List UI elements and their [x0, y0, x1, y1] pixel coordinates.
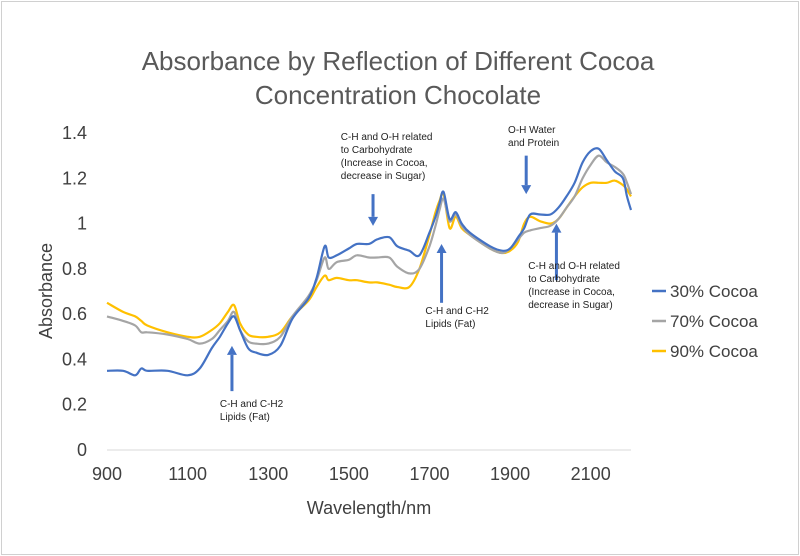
annotation-text: C-H and C-H2 [220, 399, 284, 410]
y-tick-label: 1.4 [62, 123, 87, 143]
x-tick-label: 1100 [168, 464, 207, 484]
series-lines [106, 147, 633, 377]
annotation-text: decrease in Sugar) [528, 300, 613, 311]
annotation-text: to Carbohydrate [528, 274, 600, 285]
x-tick-label: 1300 [248, 464, 288, 484]
y-tick-label: 0.6 [62, 304, 87, 324]
annotation-text: C-H and C-H2 [425, 306, 489, 317]
legend-label-0: 30% Cocoa [670, 282, 758, 301]
x-tick-label: 1500 [329, 464, 369, 484]
annotation-text: (Increase in Cocoa, [341, 158, 428, 169]
y-tick-label: 1.2 [62, 168, 87, 188]
series-line-2 [106, 179, 632, 339]
x-tick-label: 2100 [571, 464, 611, 484]
annotation-text: C-H and O-H related [528, 261, 620, 272]
annotation-text: Lipids (Fat) [220, 412, 270, 423]
legend: 30% Cocoa 70% Cocoa 90% Cocoa [652, 282, 758, 361]
annotation-text: C-H and O-H related [341, 132, 433, 143]
y-tick-label: 0 [77, 440, 87, 460]
legend-label-2: 90% Cocoa [670, 342, 758, 361]
annotation-text: to Carbohydrate [341, 145, 413, 156]
chart-title-line-1: Absorbance by Reflection of Different Co… [142, 46, 655, 76]
annotation-arrowhead-3 [521, 185, 532, 195]
annotation-text: (Increase in Cocoa, [528, 287, 615, 298]
chart-title-line-2: Concentration Chocolate [255, 80, 541, 110]
annotation-arrowhead-1 [368, 216, 379, 226]
series-line-0 [106, 147, 633, 377]
legend-label-1: 70% Cocoa [670, 312, 758, 331]
y-axis-title: Absorbance [36, 243, 56, 339]
annotation-arrowhead-2 [436, 243, 447, 253]
y-tick-label: 0.8 [62, 259, 87, 279]
series-line-1 [106, 154, 633, 346]
x-axis-ticks: 900 1100 1300 1500 1700 1900 2100 [92, 464, 611, 484]
y-tick-label: 1 [77, 214, 87, 234]
annotation-text: Lipids (Fat) [425, 319, 475, 330]
annotation-text: O-H Water [508, 125, 556, 136]
chart-title: Absorbance by Reflection of Different Co… [142, 46, 655, 110]
annotations: C-H and C-H2 Lipids (Fat) C-H and O-H rela… [220, 125, 620, 423]
x-tick-label: 1900 [490, 464, 530, 484]
x-axis-title: Wavelength/nm [307, 498, 431, 518]
x-tick-label: 900 [92, 464, 122, 484]
annotation-arrowhead-0 [226, 345, 237, 355]
annotation-text: decrease in Sugar) [341, 171, 426, 182]
y-tick-label: 0.4 [62, 349, 87, 369]
x-tick-label: 1700 [409, 464, 449, 484]
y-axis-ticks: 0 0.2 0.4 0.6 0.8 1 1.2 1.4 [62, 123, 87, 460]
y-tick-label: 0.2 [62, 395, 87, 415]
annotation-text: and Protein [508, 138, 559, 149]
annotation-arrowhead-4 [551, 223, 562, 233]
